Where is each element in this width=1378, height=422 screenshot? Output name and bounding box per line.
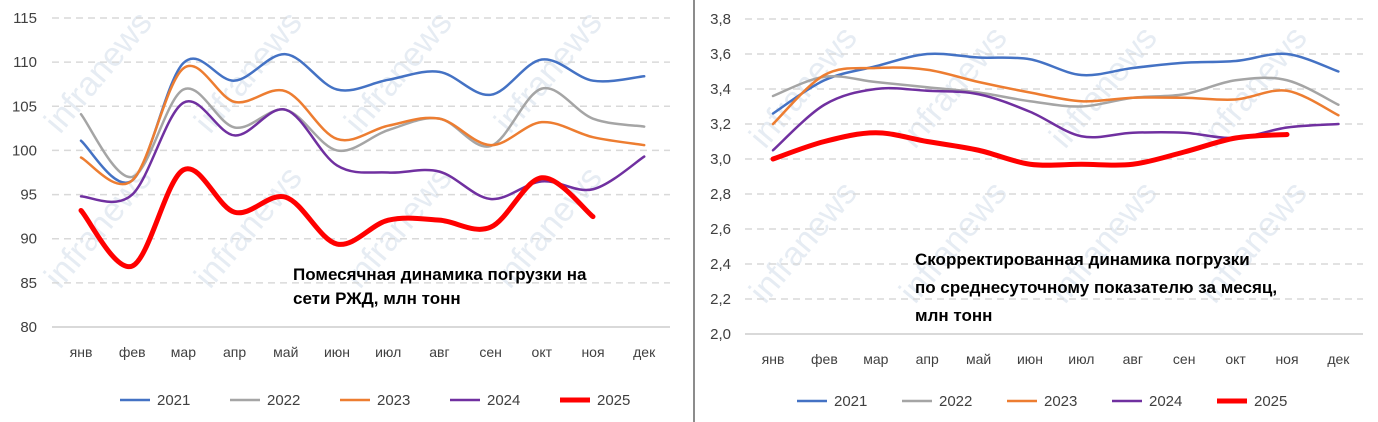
y-tick-label: 90 (20, 231, 37, 248)
x-tick-label: апр (223, 344, 246, 360)
legend-label-2022: 2022 (939, 393, 972, 410)
x-tick-label: апр (916, 351, 939, 367)
x-tick-label: авг (429, 344, 449, 360)
x-tick-label: июн (1017, 351, 1043, 367)
y-tick-label: 2,4 (710, 256, 731, 273)
y-tick-label: 105 (12, 98, 37, 115)
y-tick-label: 2,0 (710, 326, 731, 343)
x-tick-label: дек (633, 344, 656, 360)
x-tick-label: июл (375, 344, 401, 360)
x-tick-label: мар (171, 344, 196, 360)
x-tick-label: фев (811, 351, 838, 367)
x-tick-label: май (273, 344, 298, 360)
y-tick-label: 100 (12, 142, 37, 159)
series-line-2022 (771, 74, 1340, 108)
series-line-2025 (770, 130, 1290, 168)
legend-label-2023: 2023 (1044, 393, 1077, 410)
watermark-text: infranews (1042, 19, 1165, 155)
x-tick-label: авг (1123, 351, 1143, 367)
x-tick-label: окт (532, 344, 553, 360)
x-tick-label: май (966, 351, 991, 367)
x-tick-label: июл (1068, 351, 1094, 367)
chart-title-line: по среднесуточному показателю за месяц, (915, 278, 1277, 297)
series-line-2025 (78, 166, 596, 269)
chart-title-line: млн тонн (915, 306, 992, 325)
chart-title-line: сети РЖД, млн тонн (293, 289, 461, 308)
legend-label-2023: 2023 (377, 392, 410, 409)
x-tick-label: янв (70, 344, 93, 360)
y-tick-label: 3,2 (710, 116, 731, 133)
x-tick-label: окт (1225, 351, 1246, 367)
divider (693, 0, 695, 422)
watermark-text: infranews (187, 4, 310, 140)
y-tick-label: 3,8 (710, 11, 731, 28)
y-tick-label: 3,4 (710, 81, 731, 98)
watermark-text: infranews (487, 4, 610, 140)
series-line-2023 (79, 64, 646, 186)
x-tick-label: сен (1173, 351, 1196, 367)
x-tick-label: дек (1327, 351, 1350, 367)
x-tick-label: янв (762, 351, 785, 367)
legend-label-2022: 2022 (267, 392, 300, 409)
watermark-text: infranews (892, 19, 1015, 155)
x-tick-label: ноя (1275, 351, 1298, 367)
legend-label-2024: 2024 (1149, 393, 1182, 410)
legend-label-2025: 2025 (597, 392, 630, 409)
y-tick-label: 3,6 (710, 46, 731, 63)
legend-label-2025: 2025 (1254, 393, 1287, 410)
legend-label-2024: 2024 (487, 392, 520, 409)
x-tick-label: ноя (581, 344, 604, 360)
series-line-2023 (771, 66, 1340, 126)
x-tick-label: мар (863, 351, 888, 367)
chart-title-line: Помесячная динамика погрузки на (293, 265, 587, 284)
y-tick-label: 2,2 (710, 291, 731, 308)
chart-title-line: Скорректированная динамика погрузки (915, 250, 1250, 269)
y-tick-label: 3,0 (710, 151, 731, 168)
y-tick-label: 110 (13, 54, 37, 71)
legend-label-2021: 2021 (157, 392, 190, 409)
daily-average-loading-chart: infranews infranews infranews infranewsinfr… (710, 11, 1363, 410)
y-tick-label: 80 (20, 319, 37, 336)
series-line-2022 (79, 87, 646, 179)
y-tick-label: 85 (20, 275, 37, 292)
series-line-2024 (79, 100, 646, 204)
watermark-text: infranews (37, 4, 160, 140)
y-tick-label: 2,8 (710, 186, 731, 203)
y-tick-label: 115 (13, 10, 37, 27)
monthly-loading-chart: infranews infranews infranews infranewsinfr… (12, 4, 670, 409)
legend-label-2021: 2021 (834, 393, 867, 410)
y-tick-label: 2,6 (710, 221, 731, 238)
y-tick-label: 95 (20, 187, 37, 204)
x-tick-label: сен (479, 344, 502, 360)
x-tick-label: фев (119, 344, 146, 360)
x-tick-label: июн (324, 344, 350, 360)
